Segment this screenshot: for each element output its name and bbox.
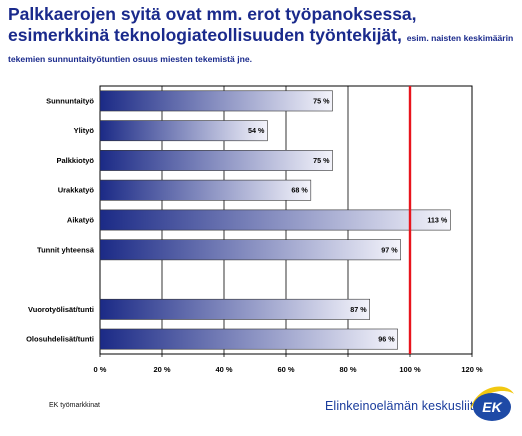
ek-logo: EK: [470, 386, 514, 421]
bar-value-label: 75 %: [313, 96, 330, 105]
bar: [99, 90, 333, 112]
x-tick-label: 0 %: [94, 365, 107, 374]
bar: [99, 239, 402, 261]
bar-value-label: 113 %: [427, 216, 448, 225]
category-label: Palkkiotyö: [56, 156, 94, 165]
bar-chart: 0 % 20 % 40 % 60 % 80 % 100 % 120 % Sunnuntaity…: [26, 85, 483, 374]
category-label: Sunnuntaityö: [46, 96, 94, 105]
x-tick-label: 100 %: [399, 365, 421, 374]
brand-name: Elinkeinoelämän keskusliitto: [325, 399, 485, 413]
x-tick-label: 40 %: [215, 365, 232, 374]
bar-value-label: 96 %: [378, 335, 395, 344]
chart-title: Palkkaerojen syitä ovat mm. erot työpano…: [8, 4, 516, 67]
title-subtitle: esim. naisten keskimäärin tekemien sunnu…: [8, 33, 514, 64]
category-label: Urakkatyö: [58, 186, 95, 195]
chart-area: 0 % 20 % 40 % 60 % 80 % 100 % 120 % Sunnuntaity…: [8, 82, 508, 386]
category-label: Aikatyö: [67, 216, 95, 225]
bar-value-label: 87 %: [350, 305, 367, 314]
bar: [99, 209, 451, 231]
source-note: EK työmarkkinat: [49, 402, 100, 409]
x-tick-label: 80 %: [339, 365, 356, 374]
bar: [99, 120, 268, 142]
bar: [99, 150, 333, 171]
category-label: Tunnit yhteensä: [37, 245, 95, 254]
bar: [99, 298, 371, 320]
bar-value-label: 54 %: [248, 126, 265, 135]
category-label: Vuorotyölisät/tunti: [28, 305, 94, 314]
bar-value-label: 75 %: [313, 156, 330, 165]
category-label: Olosuhdelisät/tunti: [26, 335, 94, 344]
title-main: Palkkaerojen syitä ovat mm. erot työpano…: [8, 4, 417, 45]
bar: [99, 179, 312, 201]
x-tick-label: 20 %: [153, 365, 170, 374]
x-tick-label: 120 %: [461, 365, 483, 374]
x-tick-label: 60 %: [277, 365, 294, 374]
bar-value-label: 97 %: [381, 245, 398, 254]
category-label: Ylityö: [74, 126, 95, 135]
logo-text: EK: [482, 399, 502, 415]
bar: [99, 328, 398, 350]
bar-value-label: 68 %: [291, 186, 308, 195]
